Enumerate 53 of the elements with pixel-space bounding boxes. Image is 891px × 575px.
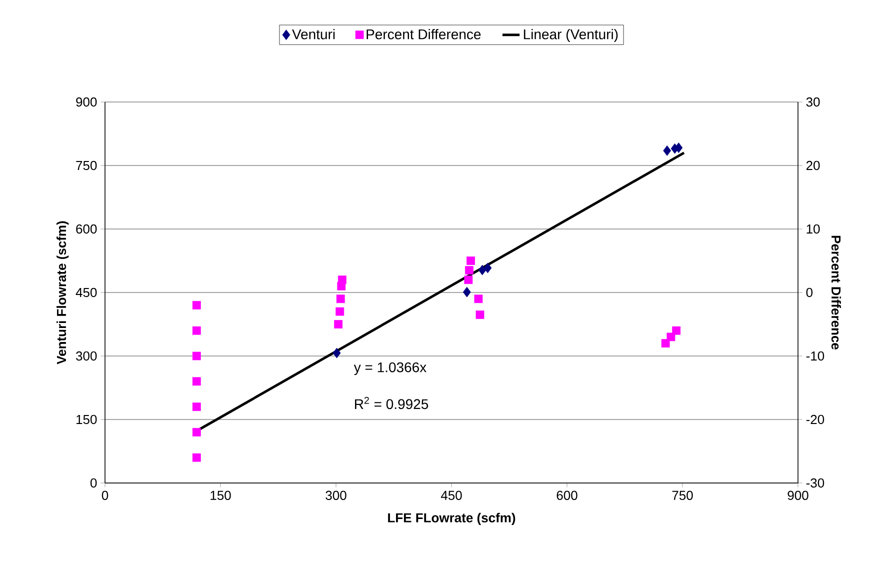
point <box>466 256 475 265</box>
y-tick-label: 300 <box>76 351 97 361</box>
x-tick-label: 750 <box>672 490 693 500</box>
x-tick-label: 150 <box>210 490 231 500</box>
point <box>192 352 201 360</box>
x-axis-title: LFE FLowrate (scfm) <box>388 512 516 525</box>
y2-tick-label: 30 <box>806 97 820 107</box>
y-axis-title: Venturi Flowrate (scfm) <box>56 221 69 364</box>
y2-axis-title: Percent Difference <box>831 236 841 350</box>
point <box>663 145 672 156</box>
y2-tick-label: 10 <box>806 224 820 234</box>
legend-label: Linear (Venturi) <box>524 29 618 42</box>
point <box>338 276 346 284</box>
y2-tick-label: -10 <box>806 351 824 361</box>
annotation: R$^{2}$ = 0.9925 <box>355 396 428 410</box>
point <box>192 300 201 310</box>
point <box>192 377 201 386</box>
point <box>336 294 345 304</box>
x-tick-label: 0 <box>102 490 108 500</box>
point <box>192 453 201 462</box>
point <box>464 276 473 284</box>
x-tick-label: 450 <box>440 490 462 500</box>
point <box>336 307 344 316</box>
y-tick-label: 600 <box>76 224 97 234</box>
point <box>192 326 201 335</box>
legend-label: Venturi <box>292 29 335 40</box>
y-tick-label: 900 <box>76 97 97 107</box>
annotation: y = 1.0366x <box>354 362 426 376</box>
y2-tick-label: 20 <box>806 160 820 170</box>
y2-tick-label: 0 <box>806 288 813 298</box>
point <box>334 320 343 328</box>
point <box>474 294 483 304</box>
point <box>484 262 492 274</box>
point <box>478 264 486 276</box>
point <box>462 286 471 298</box>
point <box>192 402 201 411</box>
point <box>666 332 676 342</box>
point <box>672 326 681 335</box>
y2-tick-label: -30 <box>806 478 824 488</box>
x-tick-label: 900 <box>788 490 808 500</box>
x-tick-label: 600 <box>556 490 578 500</box>
y-tick-label: 0 <box>90 478 97 488</box>
point <box>476 310 484 319</box>
y-tick-label: 450 <box>76 288 97 298</box>
point <box>332 348 341 358</box>
y-tick-label: 150 <box>76 414 97 424</box>
y-tick-label: 750 <box>76 160 97 170</box>
x-tick-label: 300 <box>326 490 346 500</box>
point <box>192 428 201 436</box>
point <box>465 266 474 274</box>
y2-tick-label: -20 <box>806 414 824 424</box>
point <box>674 142 683 153</box>
legend-label: Percent Difference <box>366 29 481 40</box>
